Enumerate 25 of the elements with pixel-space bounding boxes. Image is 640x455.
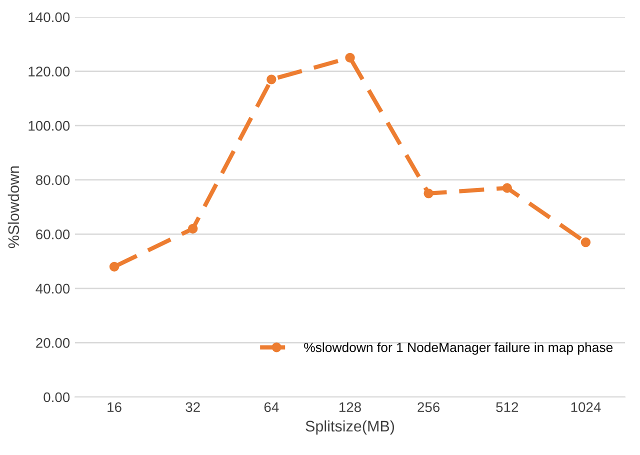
x-tick-label: 512 xyxy=(496,402,518,412)
point xyxy=(345,52,355,63)
point xyxy=(424,188,434,198)
x-tick-label: 32 xyxy=(186,402,200,412)
y-tick-label: 60.00 xyxy=(36,229,70,240)
point xyxy=(109,262,120,272)
y-tick-label: 80.00 xyxy=(36,175,70,186)
point xyxy=(188,224,198,234)
x-tick-label: 256 xyxy=(418,402,440,412)
legend-label: %slowdown for 1 NodeManager failure in map phase xyxy=(304,342,613,355)
point xyxy=(502,183,512,193)
y-tick-label: 20.00 xyxy=(36,338,70,348)
point xyxy=(266,74,276,84)
y-tick-label: 100.00 xyxy=(28,120,70,131)
y-tick-label: 140.00 xyxy=(28,12,70,22)
y-tick-label: 40.00 xyxy=(36,284,70,294)
x-tick-label: 1024 xyxy=(571,402,601,412)
point xyxy=(580,237,591,248)
y-axis-title: %Slowdown xyxy=(8,166,20,248)
x-tick-label: 128 xyxy=(339,402,361,412)
x-tick-label: 64 xyxy=(264,402,279,412)
y-tick-label: 120.00 xyxy=(28,66,70,76)
x-axis-title: Splitsize(MB) xyxy=(306,420,394,435)
y-tick-label: 0.00 xyxy=(44,392,70,402)
x-tick-label: 16 xyxy=(108,402,122,412)
